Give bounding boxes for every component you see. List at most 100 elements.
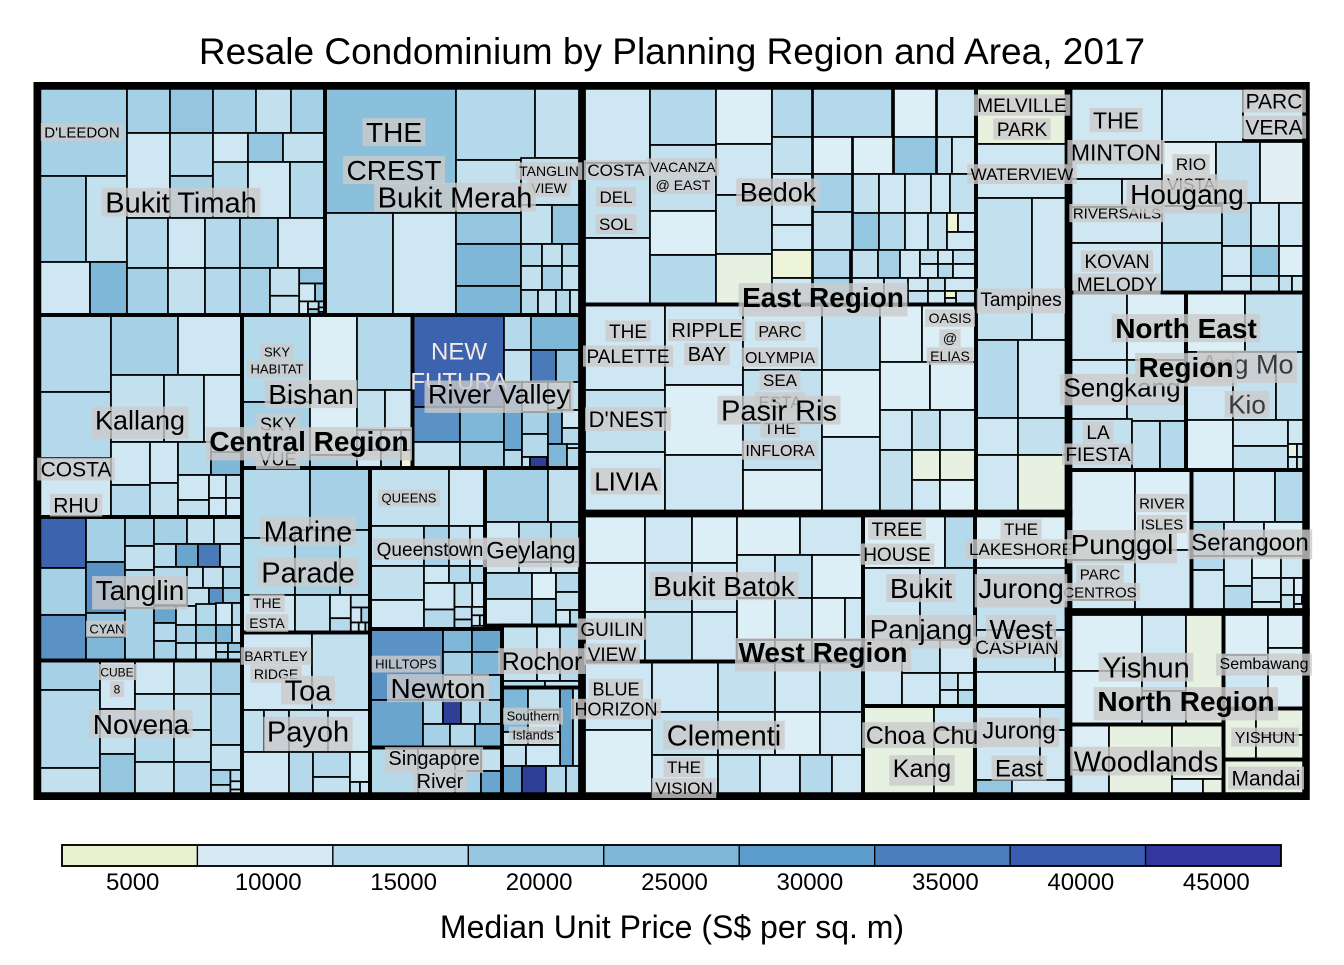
svg-text:RIO: RIO xyxy=(1176,155,1206,174)
svg-text:CUBE: CUBE xyxy=(100,665,133,679)
svg-text:NEW: NEW xyxy=(431,339,487,366)
svg-text:Rochor: Rochor xyxy=(502,648,583,676)
svg-text:@ EAST: @ EAST xyxy=(656,177,711,193)
svg-text:OLYMPIA: OLYMPIA xyxy=(745,350,815,367)
svg-text:VACANZA: VACANZA xyxy=(650,159,716,175)
svg-text:35000: 35000 xyxy=(912,869,979,896)
svg-text:COSTA: COSTA xyxy=(587,161,645,180)
svg-text:5000: 5000 xyxy=(106,869,159,896)
svg-text:QUEENS: QUEENS xyxy=(382,491,437,506)
svg-text:OASIS: OASIS xyxy=(929,310,972,326)
svg-text:SKY: SKY xyxy=(264,345,290,360)
svg-text:VIEW: VIEW xyxy=(531,180,568,196)
svg-text:THE: THE xyxy=(667,758,701,777)
svg-text:ESTA: ESTA xyxy=(249,615,285,631)
svg-text:East: East xyxy=(995,756,1043,783)
svg-text:Novena: Novena xyxy=(93,709,190,740)
svg-text:ELIAS: ELIAS xyxy=(930,348,970,364)
svg-text:THE: THE xyxy=(764,421,796,438)
svg-text:River: River xyxy=(417,771,464,793)
svg-text:DEL: DEL xyxy=(599,188,632,207)
svg-text:D'LEEDON: D'LEEDON xyxy=(44,124,119,141)
svg-text:45000: 45000 xyxy=(1183,869,1250,896)
svg-text:West: West xyxy=(989,614,1052,645)
svg-text:Serangoon: Serangoon xyxy=(1191,530,1308,557)
svg-text:THE: THE xyxy=(1004,520,1038,539)
svg-text:COSTA: COSTA xyxy=(41,459,112,482)
svg-text:KOVAN: KOVAN xyxy=(1084,252,1149,273)
svg-text:HOUSE: HOUSE xyxy=(863,545,931,566)
svg-text:Kio: Kio xyxy=(1228,389,1266,419)
svg-text:Kang: Kang xyxy=(893,755,951,783)
svg-text:40000: 40000 xyxy=(1047,869,1114,896)
svg-text:LAKESHORE: LAKESHORE xyxy=(969,540,1073,559)
svg-text:Parade: Parade xyxy=(261,557,355,589)
svg-text:INFLORA: INFLORA xyxy=(745,443,815,460)
svg-text:THE: THE xyxy=(366,117,422,148)
svg-text:VERA: VERA xyxy=(1245,117,1302,140)
svg-text:Islands: Islands xyxy=(512,728,554,743)
svg-text:TANGLIN: TANGLIN xyxy=(519,163,579,179)
svg-text:RIVER: RIVER xyxy=(1139,495,1185,512)
svg-text:Tanglin: Tanglin xyxy=(96,575,185,606)
svg-text:Punggol: Punggol xyxy=(1071,529,1174,560)
svg-text:BARTLEY: BARTLEY xyxy=(244,648,308,664)
svg-text:ISLES: ISLES xyxy=(1141,516,1184,533)
svg-text:THE: THE xyxy=(609,322,647,343)
svg-text:Marine: Marine xyxy=(264,516,353,548)
svg-text:PARC: PARC xyxy=(1246,91,1303,114)
svg-text:Hougang: Hougang xyxy=(1130,179,1244,210)
svg-text:Central Region: Central Region xyxy=(209,426,408,457)
svg-text:MINTON: MINTON xyxy=(1071,139,1161,165)
svg-text:Median Unit Price (S$ per sq.: Median Unit Price (S$ per sq. m) xyxy=(440,909,904,945)
svg-text:Clementi: Clementi xyxy=(667,720,781,752)
svg-text:HORIZON: HORIZON xyxy=(575,700,658,720)
svg-text:PARC: PARC xyxy=(1080,566,1121,583)
svg-text:CENTROS: CENTROS xyxy=(1063,584,1136,601)
svg-text:RIPPLE: RIPPLE xyxy=(671,320,742,342)
svg-text:PALETTE: PALETTE xyxy=(586,347,669,368)
svg-text:Mandai: Mandai xyxy=(1232,768,1301,791)
svg-text:LIVIA: LIVIA xyxy=(594,466,658,496)
svg-text:LA: LA xyxy=(1086,423,1110,444)
svg-text:25000: 25000 xyxy=(641,869,708,896)
svg-text:Yishun: Yishun xyxy=(1102,652,1190,684)
svg-text:North Region: North Region xyxy=(1097,686,1274,717)
svg-text:PARK: PARK xyxy=(997,120,1048,141)
svg-text:HABITAT: HABITAT xyxy=(251,362,304,377)
svg-text:Geylang: Geylang xyxy=(486,538,575,565)
svg-text:VIEW: VIEW xyxy=(588,645,637,666)
svg-text:River Valley: River Valley xyxy=(428,380,571,410)
svg-text:@: @ xyxy=(943,330,957,346)
svg-text:Queenstown: Queenstown xyxy=(377,540,484,561)
svg-text:Bedok: Bedok xyxy=(740,178,817,208)
svg-text:Choa Chu: Choa Chu xyxy=(866,722,979,750)
svg-text:THE: THE xyxy=(253,595,281,611)
svg-text:Tampines: Tampines xyxy=(980,290,1061,311)
svg-text:West Region: West Region xyxy=(738,637,907,668)
svg-text:D'NEST: D'NEST xyxy=(589,407,668,432)
svg-text:10000: 10000 xyxy=(235,869,302,896)
svg-text:Southern: Southern xyxy=(507,709,560,724)
svg-text:YISHUN: YISHUN xyxy=(1235,730,1295,747)
svg-text:CREST: CREST xyxy=(347,155,442,186)
svg-text:Region: Region xyxy=(1139,352,1234,383)
svg-text:WATERVIEW: WATERVIEW xyxy=(971,165,1074,184)
svg-text:VISION: VISION xyxy=(655,779,713,798)
svg-text:MELVILLE: MELVILLE xyxy=(977,96,1066,117)
svg-text:Bukit Batok: Bukit Batok xyxy=(653,571,796,602)
svg-text:THE: THE xyxy=(1093,107,1139,133)
svg-text:Jurong: Jurong xyxy=(982,718,1055,745)
svg-text:MELODY: MELODY xyxy=(1077,275,1158,296)
svg-text:20000: 20000 xyxy=(506,869,573,896)
svg-text:15000: 15000 xyxy=(370,869,437,896)
svg-text:Sembawang: Sembawang xyxy=(1220,656,1309,673)
svg-text:Newton: Newton xyxy=(391,673,486,704)
svg-text:Resale Condominium by Planning: Resale Condominium by Planning Region an… xyxy=(199,31,1145,72)
svg-text:SOL: SOL xyxy=(599,215,633,234)
svg-text:Toa: Toa xyxy=(285,675,333,707)
svg-text:North East: North East xyxy=(1115,313,1257,344)
svg-text:CYAN: CYAN xyxy=(89,622,124,637)
svg-text:Bukit Timah: Bukit Timah xyxy=(105,187,257,219)
svg-text:BAY: BAY xyxy=(688,344,727,366)
